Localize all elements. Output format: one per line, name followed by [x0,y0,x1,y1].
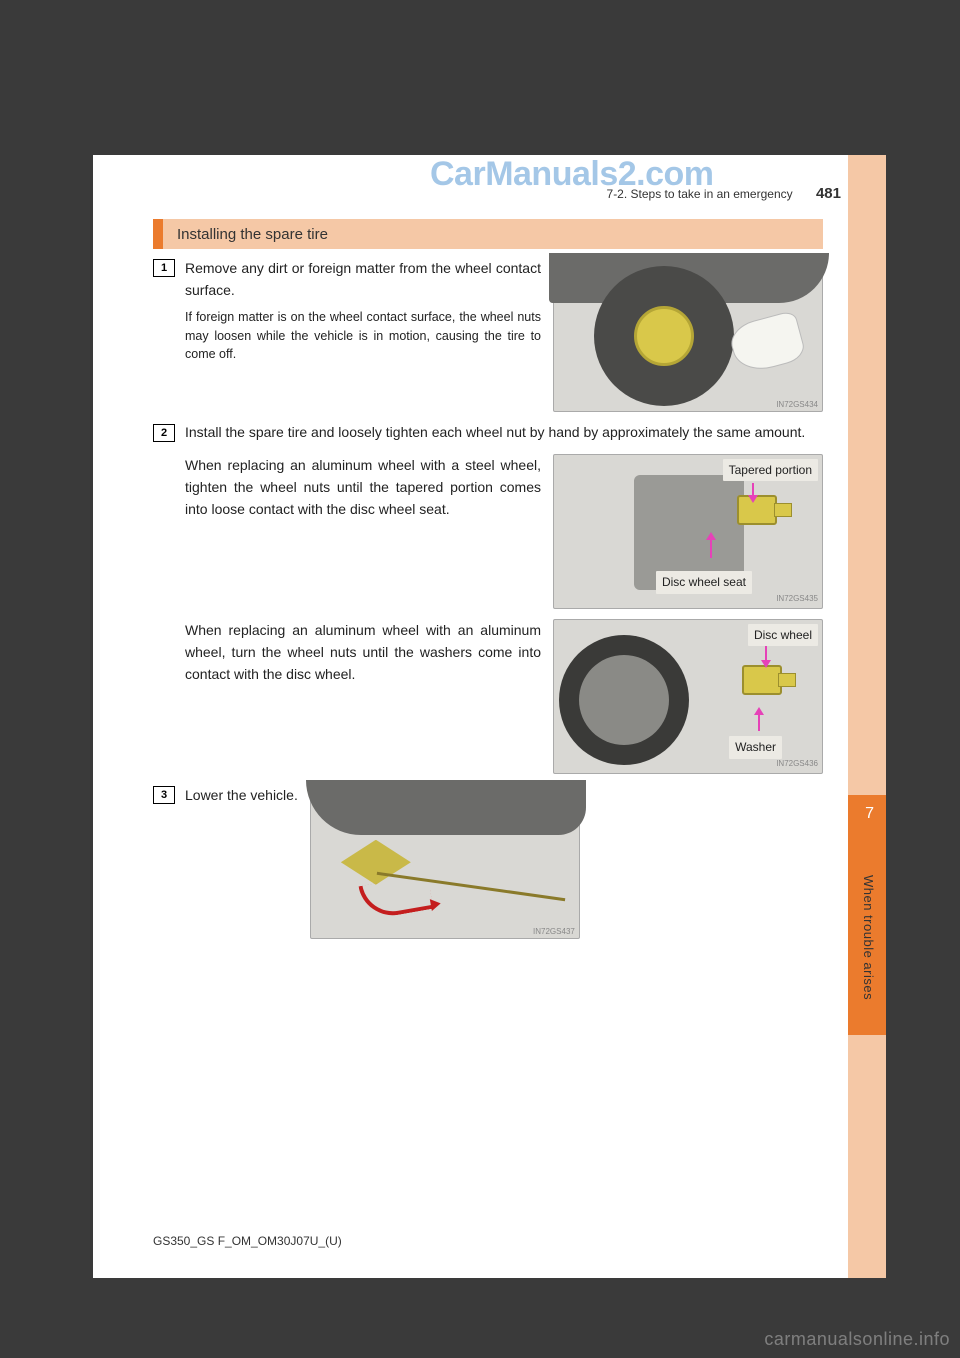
figure-2b: Disc wheel Washer IN72GS436 [553,619,823,774]
step-2: 2 Install the spare tire and loosely tig… [153,422,823,774]
section-title: Installing the spare tire [177,226,328,243]
manual-page: 7 When trouble arises 7-2. Steps to take… [93,155,886,1278]
page-number: 481 [816,185,841,202]
figure-2b-label-top: Disc wheel [748,624,818,647]
step-2-sub-a: When replacing an aluminum wheel with a … [185,454,541,609]
figure-1-id: IN72GS434 [776,400,818,409]
step-1-note: If foreign matter is on the wheel contac… [185,308,541,364]
watermark-bottom: carmanualsonline.info [764,1329,950,1350]
figure-3: IN72GS437 [310,784,580,939]
figure-2b-label-bottom: Washer [729,736,782,759]
figure-2a: Tapered portion Disc wheel seat IN72GS43… [553,454,823,609]
content-area: 1 Remove any dirt or foreign matter from… [153,257,823,949]
step-1-text: Remove any dirt or foreign matter from t… [185,257,541,302]
figure-2b-id: IN72GS436 [776,758,818,770]
step-2-intro: Install the spare tire and loosely tight… [185,422,823,444]
side-tab-background [848,155,886,1278]
page-header: 7-2. Steps to take in an emergency 481 [607,185,841,202]
step-number-icon: 2 [153,424,175,442]
figure-2a-id: IN72GS435 [776,593,818,605]
figure-1: IN72GS434 [553,257,823,412]
side-label: When trouble arises [861,875,876,1000]
section-heading-bar: Installing the spare tire [153,219,823,249]
step-number-icon: 3 [153,786,175,804]
step-3: 3 Lower the vehicle. IN72GS437 [153,784,823,939]
step-2-sub-b: When replacing an aluminum wheel with an… [185,619,541,774]
footer-doc-id: GS350_GS F_OM_OM30J07U_(U) [153,1234,342,1248]
figure-2a-label-top: Tapered portion [723,459,818,482]
step-1: 1 Remove any dirt or foreign matter from… [153,257,823,412]
step-3-text: Lower the vehicle. [185,784,298,939]
figure-3-id: IN72GS437 [533,927,575,936]
figure-2a-label-bottom: Disc wheel seat [656,571,752,594]
breadcrumb: 7-2. Steps to take in an emergency [607,187,793,201]
step-number-icon: 1 [153,259,175,277]
chapter-number: 7 [865,805,874,823]
